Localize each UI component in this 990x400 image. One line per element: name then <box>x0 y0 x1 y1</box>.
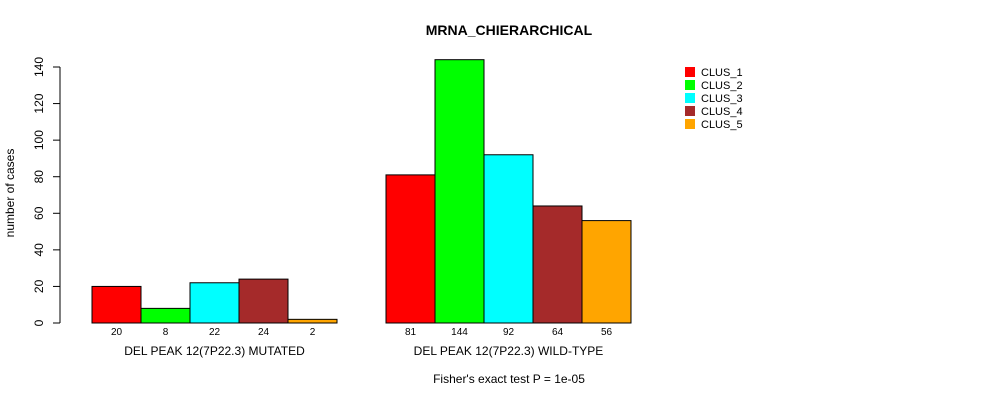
legend-label: CLUS_4 <box>701 106 743 118</box>
legend-swatch-clus-4 <box>685 106 695 116</box>
bar-clus-5-group-2 <box>581 220 632 324</box>
bar-clus-1-group-1 <box>91 285 142 324</box>
legend-swatch-clus-1 <box>685 67 695 77</box>
legend-swatch-clus-2 <box>685 80 695 90</box>
y-tick-label: 140 <box>32 57 46 77</box>
bar-clus-2-group-2 <box>434 59 485 324</box>
legend-label: CLUS_2 <box>701 80 743 92</box>
y-tick-label: 60 <box>32 206 46 220</box>
bar-value-label: 2 <box>310 327 316 338</box>
legend-swatch-clus-3 <box>685 93 695 103</box>
bar-value-label: 81 <box>405 327 417 338</box>
y-axis-label: number of cases <box>3 149 17 238</box>
y-tick-label: 120 <box>32 93 46 113</box>
bars <box>91 59 632 324</box>
bar-clus-3-group-1 <box>189 282 240 324</box>
bar-value-label: 8 <box>163 327 169 338</box>
bar-value-label: 144 <box>451 327 468 338</box>
y-tick-label: 20 <box>32 279 46 293</box>
legend-swatch-clus-5 <box>685 119 695 129</box>
bar-value-label: 22 <box>209 327 221 338</box>
group-label: DEL PEAK 12(7P22.3) WILD-TYPE <box>414 344 604 358</box>
bar-value-label: 64 <box>552 327 564 338</box>
bar-clus-4-group-1 <box>238 278 289 324</box>
bar-value-label: 20 <box>111 327 123 338</box>
bar-value-label: 92 <box>503 327 515 338</box>
legend-label: CLUS_1 <box>701 67 743 79</box>
bar-value-label: 24 <box>258 327 270 338</box>
group-labels: DEL PEAK 12(7P22.3) MUTATED DEL PEAK 12(7… <box>124 344 603 358</box>
bar-clus-3-group-2 <box>483 154 534 324</box>
fisher-test-footnote: Fisher's exact test P = 1e-05 <box>433 372 585 386</box>
group-label: DEL PEAK 12(7P22.3) MUTATED <box>124 344 305 358</box>
y-tick-label: 40 <box>32 243 46 257</box>
y-axis: 0 20 40 60 80 100 120 140 <box>32 57 61 326</box>
bar-clus-1-group-2 <box>385 174 436 324</box>
legend-label: CLUS_5 <box>701 119 743 131</box>
y-tick-label: 0 <box>32 319 46 326</box>
bar-clus-4-group-2 <box>532 205 583 324</box>
chart-title: MRNA_CHIERARCHICAL <box>426 22 593 38</box>
y-tick-label: 80 <box>32 170 46 184</box>
data-labels: 20 8 22 24 2 81 144 92 64 56 <box>111 327 613 338</box>
bar-clus-5-group-1 <box>287 318 338 324</box>
bar-clus-2-group-1 <box>140 307 191 324</box>
bar-value-label: 56 <box>601 327 613 338</box>
legend-label: CLUS_3 <box>701 93 743 105</box>
y-tick-label: 100 <box>32 130 46 150</box>
